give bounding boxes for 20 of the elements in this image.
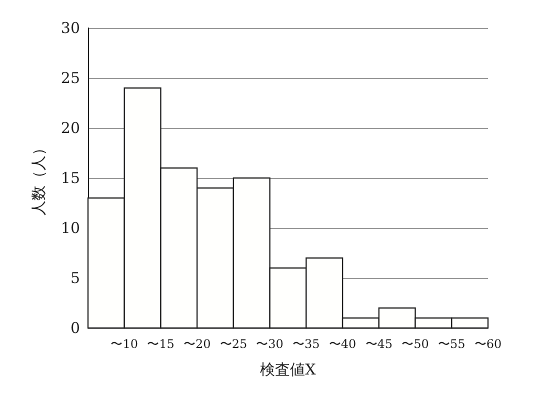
y-tick-label: 5 <box>70 269 80 287</box>
x-tick-label: 〜10 <box>110 337 138 351</box>
y-tick-label: 10 <box>60 219 80 237</box>
y-tick-label: 0 <box>70 319 80 337</box>
x-tick-label: 〜45 <box>365 337 393 351</box>
x-tick-label: 〜40 <box>328 337 356 351</box>
x-tick-label: 〜20 <box>183 337 211 351</box>
y-axis-title: 人数（人） <box>30 140 48 216</box>
x-tick-label: 〜50 <box>402 337 429 351</box>
y-tick-label: 20 <box>60 119 80 137</box>
y-tick-label: 30 <box>60 19 80 37</box>
y-tick-label: 15 <box>60 169 80 187</box>
x-tick-label: 〜25 <box>220 337 248 351</box>
y-tick-label: 25 <box>60 69 80 87</box>
x-tick-label: 〜55 <box>438 337 466 351</box>
x-tick-label: 〜15 <box>147 337 174 351</box>
x-tick-label: 〜60 <box>474 337 502 351</box>
x-axis-title: 検査値X <box>260 360 316 378</box>
x-tick-label: 〜35 <box>292 337 320 351</box>
x-tick-label: 〜30 <box>256 337 284 351</box>
